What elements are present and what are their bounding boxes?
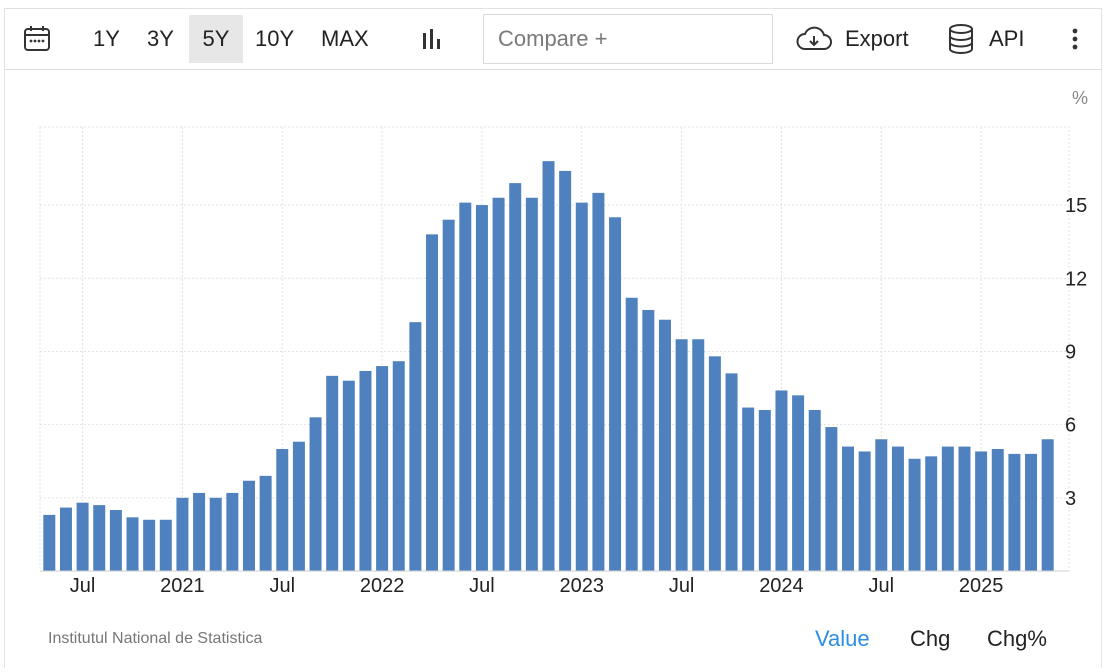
unit-label: % <box>1072 88 1088 108</box>
bar[interactable] <box>825 427 838 571</box>
x-tick-label: Jul <box>669 575 695 597</box>
bar[interactable] <box>43 514 56 571</box>
tab-chg[interactable]: Chg <box>910 626 951 651</box>
chart-frame <box>4 8 1102 668</box>
x-tick-label: Jul <box>868 575 894 597</box>
x-tick-label: Jul <box>469 575 495 597</box>
source-label: Institutul National de Statistica <box>48 630 263 647</box>
bar[interactable] <box>475 205 488 572</box>
bar[interactable] <box>975 451 988 571</box>
bar[interactable] <box>159 519 172 571</box>
bar[interactable] <box>925 456 938 571</box>
bar[interactable] <box>642 309 655 571</box>
bar[interactable] <box>492 197 505 571</box>
y-tick-label: 6 <box>1065 415 1076 437</box>
bar[interactable] <box>76 502 89 571</box>
x-tick-label: 2024 <box>759 575 804 597</box>
bar[interactable] <box>342 380 355 571</box>
compare-input[interactable] <box>483 14 773 64</box>
tab-value[interactable]: Value <box>815 626 870 651</box>
bar[interactable] <box>775 390 788 571</box>
bar[interactable] <box>559 170 572 571</box>
x-tick-label: Jul <box>70 575 96 597</box>
bar[interactable] <box>176 497 189 571</box>
x-tick-label: Jul <box>269 575 295 597</box>
bar[interactable] <box>725 373 738 571</box>
bar[interactable] <box>126 517 139 571</box>
bar[interactable] <box>609 217 622 571</box>
bar[interactable] <box>376 366 389 571</box>
bar[interactable] <box>792 395 805 571</box>
more-options-icon[interactable] <box>1065 9 1085 69</box>
bar[interactable] <box>209 497 222 571</box>
bar[interactable] <box>259 475 272 571</box>
bar[interactable] <box>908 458 921 571</box>
tab-chg-percent[interactable]: Chg% <box>987 626 1047 651</box>
plot-border <box>39 126 1070 572</box>
range-5y-button[interactable]: 5Y <box>189 15 243 63</box>
chart-type-icon[interactable] <box>417 9 447 69</box>
bar[interactable] <box>1041 439 1054 571</box>
range-10y-button[interactable]: 10Y <box>255 26 295 51</box>
database-icon[interactable] <box>947 9 975 69</box>
bar[interactable] <box>675 339 688 571</box>
calendar-icon[interactable] <box>19 9 55 69</box>
export-button[interactable]: Export <box>845 26 909 51</box>
bar[interactable] <box>1008 453 1021 571</box>
bar[interactable] <box>326 375 339 571</box>
bar[interactable] <box>509 183 522 571</box>
bar[interactable] <box>459 202 472 571</box>
bar[interactable] <box>59 507 72 571</box>
bar[interactable] <box>891 446 904 571</box>
bar[interactable] <box>842 446 854 571</box>
range-max-button[interactable]: MAX <box>321 26 369 51</box>
x-tick-label: 2022 <box>360 575 405 597</box>
bar[interactable] <box>292 441 305 571</box>
bar[interactable] <box>758 409 771 571</box>
toolbar: 1Y 3Y 5Y 10Y MAX Export API <box>4 8 1102 70</box>
api-button[interactable]: API <box>989 26 1025 51</box>
bar[interactable] <box>143 519 156 571</box>
bar[interactable] <box>426 234 439 572</box>
bar[interactable] <box>742 407 755 571</box>
bar[interactable] <box>692 339 705 571</box>
range-3y-button[interactable]: 3Y <box>147 26 174 51</box>
bar[interactable] <box>309 417 322 571</box>
bar[interactable] <box>1025 453 1038 571</box>
bar[interactable] <box>525 197 538 571</box>
bar[interactable] <box>858 451 871 571</box>
x-tick-label: 2025 <box>959 575 1004 597</box>
x-tick-label: 2021 <box>160 575 205 597</box>
y-tick-label: 15 <box>1065 195 1087 217</box>
y-tick-label: 12 <box>1065 268 1087 290</box>
bar-chart: % 3 6 9 12 15 Jul 2021 Jul 2022 Jul 2023 Jul 2024 Jul 2… <box>39 88 1088 597</box>
cloud-download-icon[interactable] <box>795 9 833 69</box>
bar[interactable] <box>93 505 106 571</box>
chart-area: % 3 6 9 12 15 Jul 2021 Jul 2022 Jul 2023 Jul 2024 Jul 2… <box>0 70 1104 610</box>
bar[interactable] <box>542 161 555 571</box>
bar[interactable] <box>575 202 588 571</box>
bar[interactable] <box>193 492 206 571</box>
bar[interactable] <box>592 192 605 571</box>
bar[interactable] <box>392 361 405 571</box>
bar[interactable] <box>708 356 721 571</box>
bar[interactable] <box>226 492 239 571</box>
bar[interactable] <box>109 510 122 571</box>
y-tick-label: 3 <box>1065 488 1076 510</box>
bar[interactable] <box>243 480 255 571</box>
range-1y-button[interactable]: 1Y <box>93 26 120 51</box>
bar[interactable] <box>442 219 455 571</box>
bar[interactable] <box>409 322 422 571</box>
y-tick-label: 9 <box>1065 341 1076 363</box>
bar[interactable] <box>276 449 289 571</box>
bar[interactable] <box>359 370 372 571</box>
bar[interactable] <box>625 297 638 571</box>
bar[interactable] <box>941 446 954 571</box>
bar[interactable] <box>875 439 888 571</box>
bar[interactable] <box>991 449 1004 571</box>
bar[interactable] <box>658 319 671 571</box>
bar[interactable] <box>808 409 821 571</box>
bar[interactable] <box>958 446 971 571</box>
x-tick-label: 2023 <box>560 575 605 597</box>
